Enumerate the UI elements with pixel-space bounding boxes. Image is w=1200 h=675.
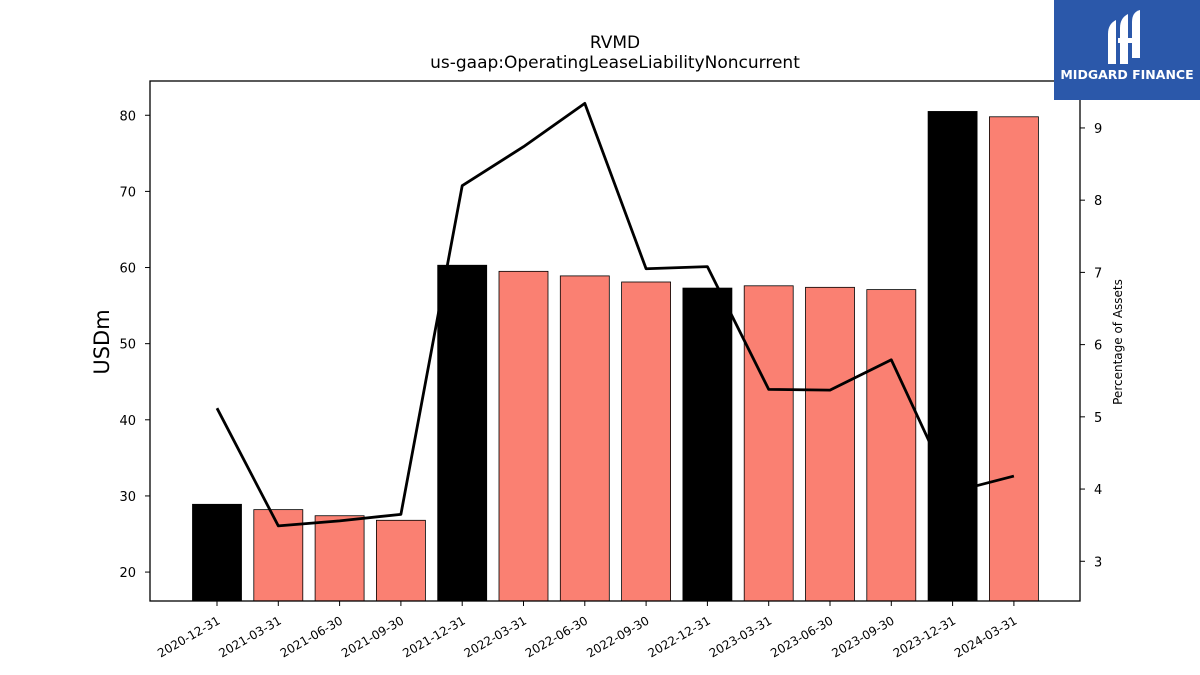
chart-subtitle: us-gaap:OperatingLeaseLiabilityNoncurren… xyxy=(430,53,800,73)
bar xyxy=(437,264,488,602)
y2-tick-label: 7 xyxy=(1094,266,1102,281)
bar xyxy=(682,287,733,602)
x-tick-label: 2021-06-30 xyxy=(278,613,345,660)
y2-tick-label: 8 xyxy=(1094,194,1102,209)
y-tick-label: 20 xyxy=(119,566,136,581)
bar xyxy=(375,519,426,602)
x-tick-label: 2023-06-30 xyxy=(768,613,835,660)
bar xyxy=(314,515,365,602)
x-tick-label: 2022-06-30 xyxy=(523,613,590,660)
x-tick-label: 2020-12-31 xyxy=(155,613,222,660)
percentage-line xyxy=(215,101,1015,528)
x-tick-label: 2021-12-31 xyxy=(400,613,467,660)
y-tick-label: 60 xyxy=(119,262,136,277)
x-tick-label: 2021-09-30 xyxy=(339,613,406,660)
y2-tick-label: 6 xyxy=(1094,339,1102,354)
y-axis-label: USDm xyxy=(90,309,114,374)
y-tick-label: 30 xyxy=(119,490,136,505)
y2-tick-label: 9 xyxy=(1094,122,1102,137)
chart-title: RVMD xyxy=(590,33,640,53)
x-tick-label: 2023-12-31 xyxy=(891,613,958,660)
bar xyxy=(866,289,917,602)
y-tick-label: 50 xyxy=(119,338,136,353)
bar xyxy=(805,286,855,602)
x-tick-label: 2023-09-30 xyxy=(829,613,896,660)
percentage-line-layer xyxy=(215,101,1015,528)
x-tick-label: 2022-03-31 xyxy=(462,613,529,660)
logo-text: MIDGARD FINANCE xyxy=(1060,67,1194,82)
y2-tick-label: 5 xyxy=(1094,411,1102,426)
bars xyxy=(192,111,1039,602)
x-tick-label: 2024-03-31 xyxy=(952,613,1019,660)
bar xyxy=(192,503,242,602)
bar xyxy=(743,285,794,602)
bar xyxy=(559,275,610,602)
x-tick-label: 2021-03-31 xyxy=(216,613,283,660)
midgard-logo-icon xyxy=(1108,10,1140,64)
bar xyxy=(498,270,549,602)
x-tick-label: 2023-03-31 xyxy=(707,613,774,660)
y-tick-label: 70 xyxy=(119,185,136,200)
bar xyxy=(989,116,1039,602)
y-tick-label: 80 xyxy=(119,109,136,124)
y2-tick-label: 4 xyxy=(1094,483,1102,498)
x-tick-label: 2022-12-31 xyxy=(645,613,712,660)
y-tick-label: 40 xyxy=(119,414,136,429)
brand-logo: MIDGARD FINANCE xyxy=(1054,0,1200,100)
y2-axis-label: Percentage of Assets xyxy=(1111,279,1125,405)
bar xyxy=(927,111,978,602)
x-tick-label: 2022-09-30 xyxy=(584,613,651,660)
bar xyxy=(621,281,671,602)
plot-frame xyxy=(149,80,1081,602)
y2-tick-label: 3 xyxy=(1094,555,1102,570)
